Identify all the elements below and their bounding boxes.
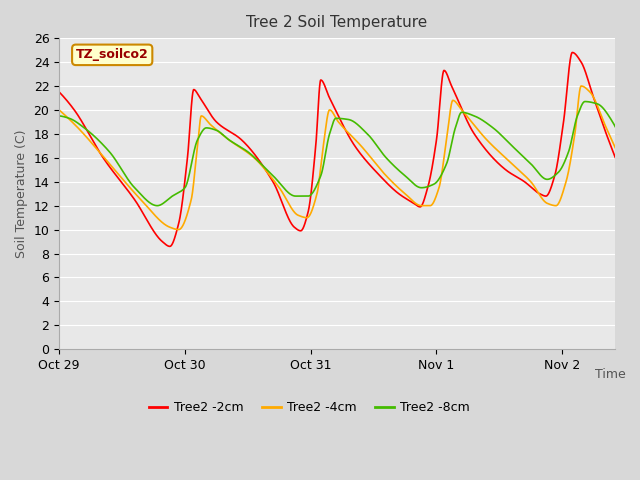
Tree2 -2cm bbox=[501, 167, 509, 172]
Tree2 -8cm bbox=[84, 128, 92, 133]
Tree2 -2cm bbox=[621, 179, 629, 185]
Tree2 -2cm bbox=[605, 139, 613, 145]
Tree2 -4cm bbox=[175, 227, 182, 232]
Tree2 -2cm bbox=[55, 89, 63, 95]
Tree2 -2cm bbox=[166, 243, 173, 249]
Line: Tree2 -2cm: Tree2 -2cm bbox=[59, 52, 625, 246]
Tree2 -8cm bbox=[621, 149, 629, 155]
Tree2 -4cm bbox=[605, 131, 613, 137]
Tree2 -2cm bbox=[331, 105, 339, 111]
Line: Tree2 -4cm: Tree2 -4cm bbox=[59, 86, 625, 229]
Tree2 -8cm bbox=[316, 176, 323, 181]
Tree2 -8cm bbox=[581, 99, 589, 105]
Tree2 -4cm bbox=[501, 155, 509, 160]
Legend: Tree2 -2cm, Tree2 -4cm, Tree2 -8cm: Tree2 -2cm, Tree2 -4cm, Tree2 -8cm bbox=[143, 396, 475, 419]
Tree2 -8cm bbox=[605, 114, 613, 120]
Tree2 -4cm bbox=[55, 107, 63, 113]
Tree2 -8cm bbox=[55, 113, 63, 119]
Tree2 -2cm bbox=[568, 49, 576, 55]
Tree2 -4cm bbox=[605, 132, 613, 137]
Y-axis label: Soil Temperature (C): Soil Temperature (C) bbox=[15, 130, 28, 258]
Tree2 -4cm bbox=[331, 113, 339, 119]
Tree2 -4cm bbox=[84, 136, 92, 142]
Tree2 -8cm bbox=[331, 116, 339, 122]
Tree2 -8cm bbox=[605, 113, 613, 119]
Tree2 -2cm bbox=[605, 138, 613, 144]
Tree2 -8cm bbox=[153, 203, 161, 208]
Tree2 -2cm bbox=[316, 84, 323, 89]
Line: Tree2 -8cm: Tree2 -8cm bbox=[59, 102, 625, 205]
Title: Tree 2 Soil Temperature: Tree 2 Soil Temperature bbox=[246, 15, 428, 30]
Tree2 -4cm bbox=[316, 173, 323, 179]
Tree2 -4cm bbox=[621, 167, 629, 173]
Text: TZ_soilco2: TZ_soilco2 bbox=[76, 48, 148, 61]
Tree2 -4cm bbox=[577, 83, 585, 89]
Tree2 -8cm bbox=[501, 136, 509, 142]
Tree2 -2cm bbox=[84, 129, 92, 135]
Text: Time: Time bbox=[595, 368, 626, 381]
